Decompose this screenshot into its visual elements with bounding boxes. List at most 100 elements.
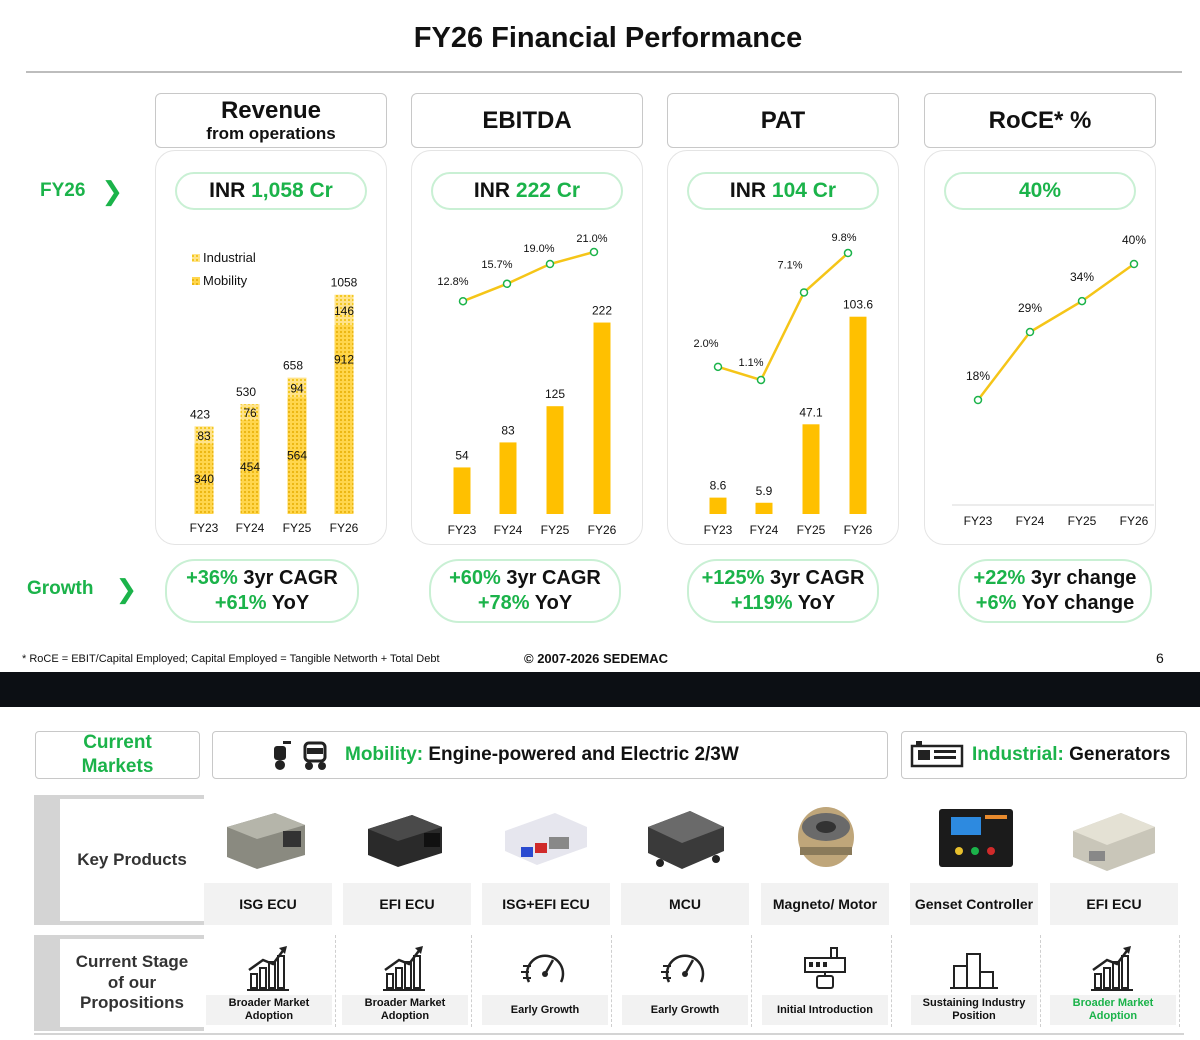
current-markets-text: Current Markets (81, 732, 154, 777)
stage-card: Early Growth (618, 935, 752, 1027)
speedometer-icon (661, 954, 705, 983)
x-tick-label: FY24 (494, 523, 523, 537)
bar-industrial (334, 294, 354, 325)
table-bottom-rule (34, 1033, 1184, 1040)
x-tick-label: FY23 (190, 521, 219, 535)
revenue-growth: +36% 3yr CAGR +61% YoY (165, 559, 359, 623)
bar (546, 406, 564, 514)
x-tick-label: FY26 (330, 521, 359, 535)
roce-label: 18% (966, 369, 990, 383)
growth-value: +125% (701, 567, 765, 589)
headline-value: 104 Cr (771, 179, 837, 202)
product-name: MCU (669, 896, 701, 912)
product-image (621, 795, 749, 883)
product-card: ISG ECU (204, 795, 332, 925)
bar-industrial (194, 426, 214, 444)
bar-total-label: 530 (236, 385, 256, 399)
bar-total-label: 658 (283, 359, 303, 373)
financial-performance-slide: FY26 Financial Performance FY26 ❯ Growth… (22, 22, 1182, 666)
bar-label-mobility: 912 (334, 352, 354, 366)
stage-icon-wrap (1046, 943, 1180, 993)
bar-label-industrial: 94 (290, 381, 304, 395)
industrial-text: Generators (1063, 744, 1171, 765)
growth-text: YoY (792, 592, 836, 614)
margin-label: 15.7% (481, 259, 512, 271)
product-image (343, 795, 471, 883)
stage-icon-wrap (338, 943, 472, 993)
growth-value: +119% (730, 592, 793, 614)
growth-text: 3yr CAGR (764, 567, 865, 589)
roce-point (973, 395, 983, 405)
product-card: ISG+EFI ECU (482, 795, 610, 925)
industrial-prefix: Industrial: (972, 744, 1064, 765)
margin-label: 1.1% (738, 357, 763, 369)
growth-row-label: Growth ❯ (27, 576, 137, 602)
ebitda-chart: 54 FY23 83 FY24 125 FY25 222 FY26 12.8% 15.7% 19.0… (437, 233, 617, 537)
roce-chart: 18% FY23 29% FY24 34% FY25 40% FY26 (952, 233, 1154, 528)
growth-chart-icon (383, 946, 425, 991)
ebitda-growth: +60% 3yr CAGR +78% YoY (429, 559, 621, 623)
stage-label: Current Stage of our Propositions (34, 935, 204, 1031)
margin-line (462, 250, 595, 303)
margin-label: 12.8% (437, 276, 468, 288)
roce-point (1129, 259, 1139, 269)
bar-label: 54 (455, 448, 469, 462)
growth-value: +78% (477, 592, 530, 614)
bar-label-mobility: 564 (287, 449, 307, 463)
bar-mobility (334, 324, 354, 514)
legend-label-mobility: Mobility (203, 273, 248, 288)
speedometer-icon (521, 954, 565, 983)
growth-chart-icon (1091, 946, 1133, 991)
margin-point (545, 259, 555, 269)
bar-industrial (287, 377, 307, 398)
growth-line-2: +61% YoY (215, 591, 309, 616)
key-products-label: Key Products (34, 795, 204, 925)
isg-ecu-icon (227, 813, 305, 869)
bar-label: 222 (592, 304, 612, 318)
stage-icon-wrap (907, 943, 1041, 993)
bar-mobility (194, 443, 214, 514)
revenue-header-title: Revenue (220, 97, 322, 124)
pat-chart: 8.6 FY23 5.9 FY24 47.1 FY25 103.6 FY26 2.0% 1.1% 7… (693, 232, 873, 537)
roce-point (1025, 327, 1035, 337)
stage-text: Broader Market Adoption (1050, 995, 1176, 1025)
x-tick-label: FY23 (448, 523, 477, 537)
footnote: * RoCE = EBIT/Capital Employed; Capital … (22, 653, 440, 665)
x-tick-label: FY25 (797, 523, 826, 537)
revenue-panel (155, 150, 387, 545)
revenue-chart: Industrial Mobility 340 83 423 FY23 454 76 530 FY… (190, 250, 359, 535)
revenue-header: Revenue from operations (155, 93, 387, 148)
margin-point (713, 362, 723, 372)
legend-swatch-industrial (192, 254, 200, 262)
x-tick-label: FY24 (750, 523, 779, 537)
growth-label-text: Growth (27, 578, 94, 599)
product-name: EFI ECU (379, 896, 435, 912)
ebitda-panel (411, 150, 643, 545)
margin-point (502, 279, 512, 289)
x-tick-label: FY26 (588, 523, 617, 537)
growth-text: YoY (266, 592, 310, 614)
roce-line (977, 262, 1135, 401)
product-card: Magneto/ Motor (761, 795, 889, 925)
bar (453, 467, 471, 514)
stage-text: Early Growth (622, 995, 748, 1025)
roce-header-title: RoCE* % (988, 106, 1092, 134)
bar (755, 502, 773, 514)
mobility-prefix: Mobility: (345, 744, 424, 765)
legend-label-industrial: Industrial (203, 250, 256, 265)
stage-text: Broader Market Adoption (206, 995, 332, 1025)
legend-swatch-mobility (192, 277, 200, 285)
product-name: Magneto/ Motor (772, 896, 878, 912)
factory-icon (804, 947, 846, 989)
genset-controller-icon (939, 809, 1013, 867)
margin-point (756, 375, 766, 385)
bar (709, 497, 727, 514)
growth-text: YoY (529, 592, 573, 614)
bar-label: 47.1 (799, 405, 823, 419)
efi-ecu-silver-icon (1073, 813, 1155, 871)
efi-ecu-icon (368, 815, 442, 867)
mobility-text: Engine-powered and Electric 2/3W (423, 744, 739, 765)
bar (499, 442, 517, 514)
stage-icon-wrap (202, 943, 336, 993)
podium-icon (950, 953, 998, 989)
